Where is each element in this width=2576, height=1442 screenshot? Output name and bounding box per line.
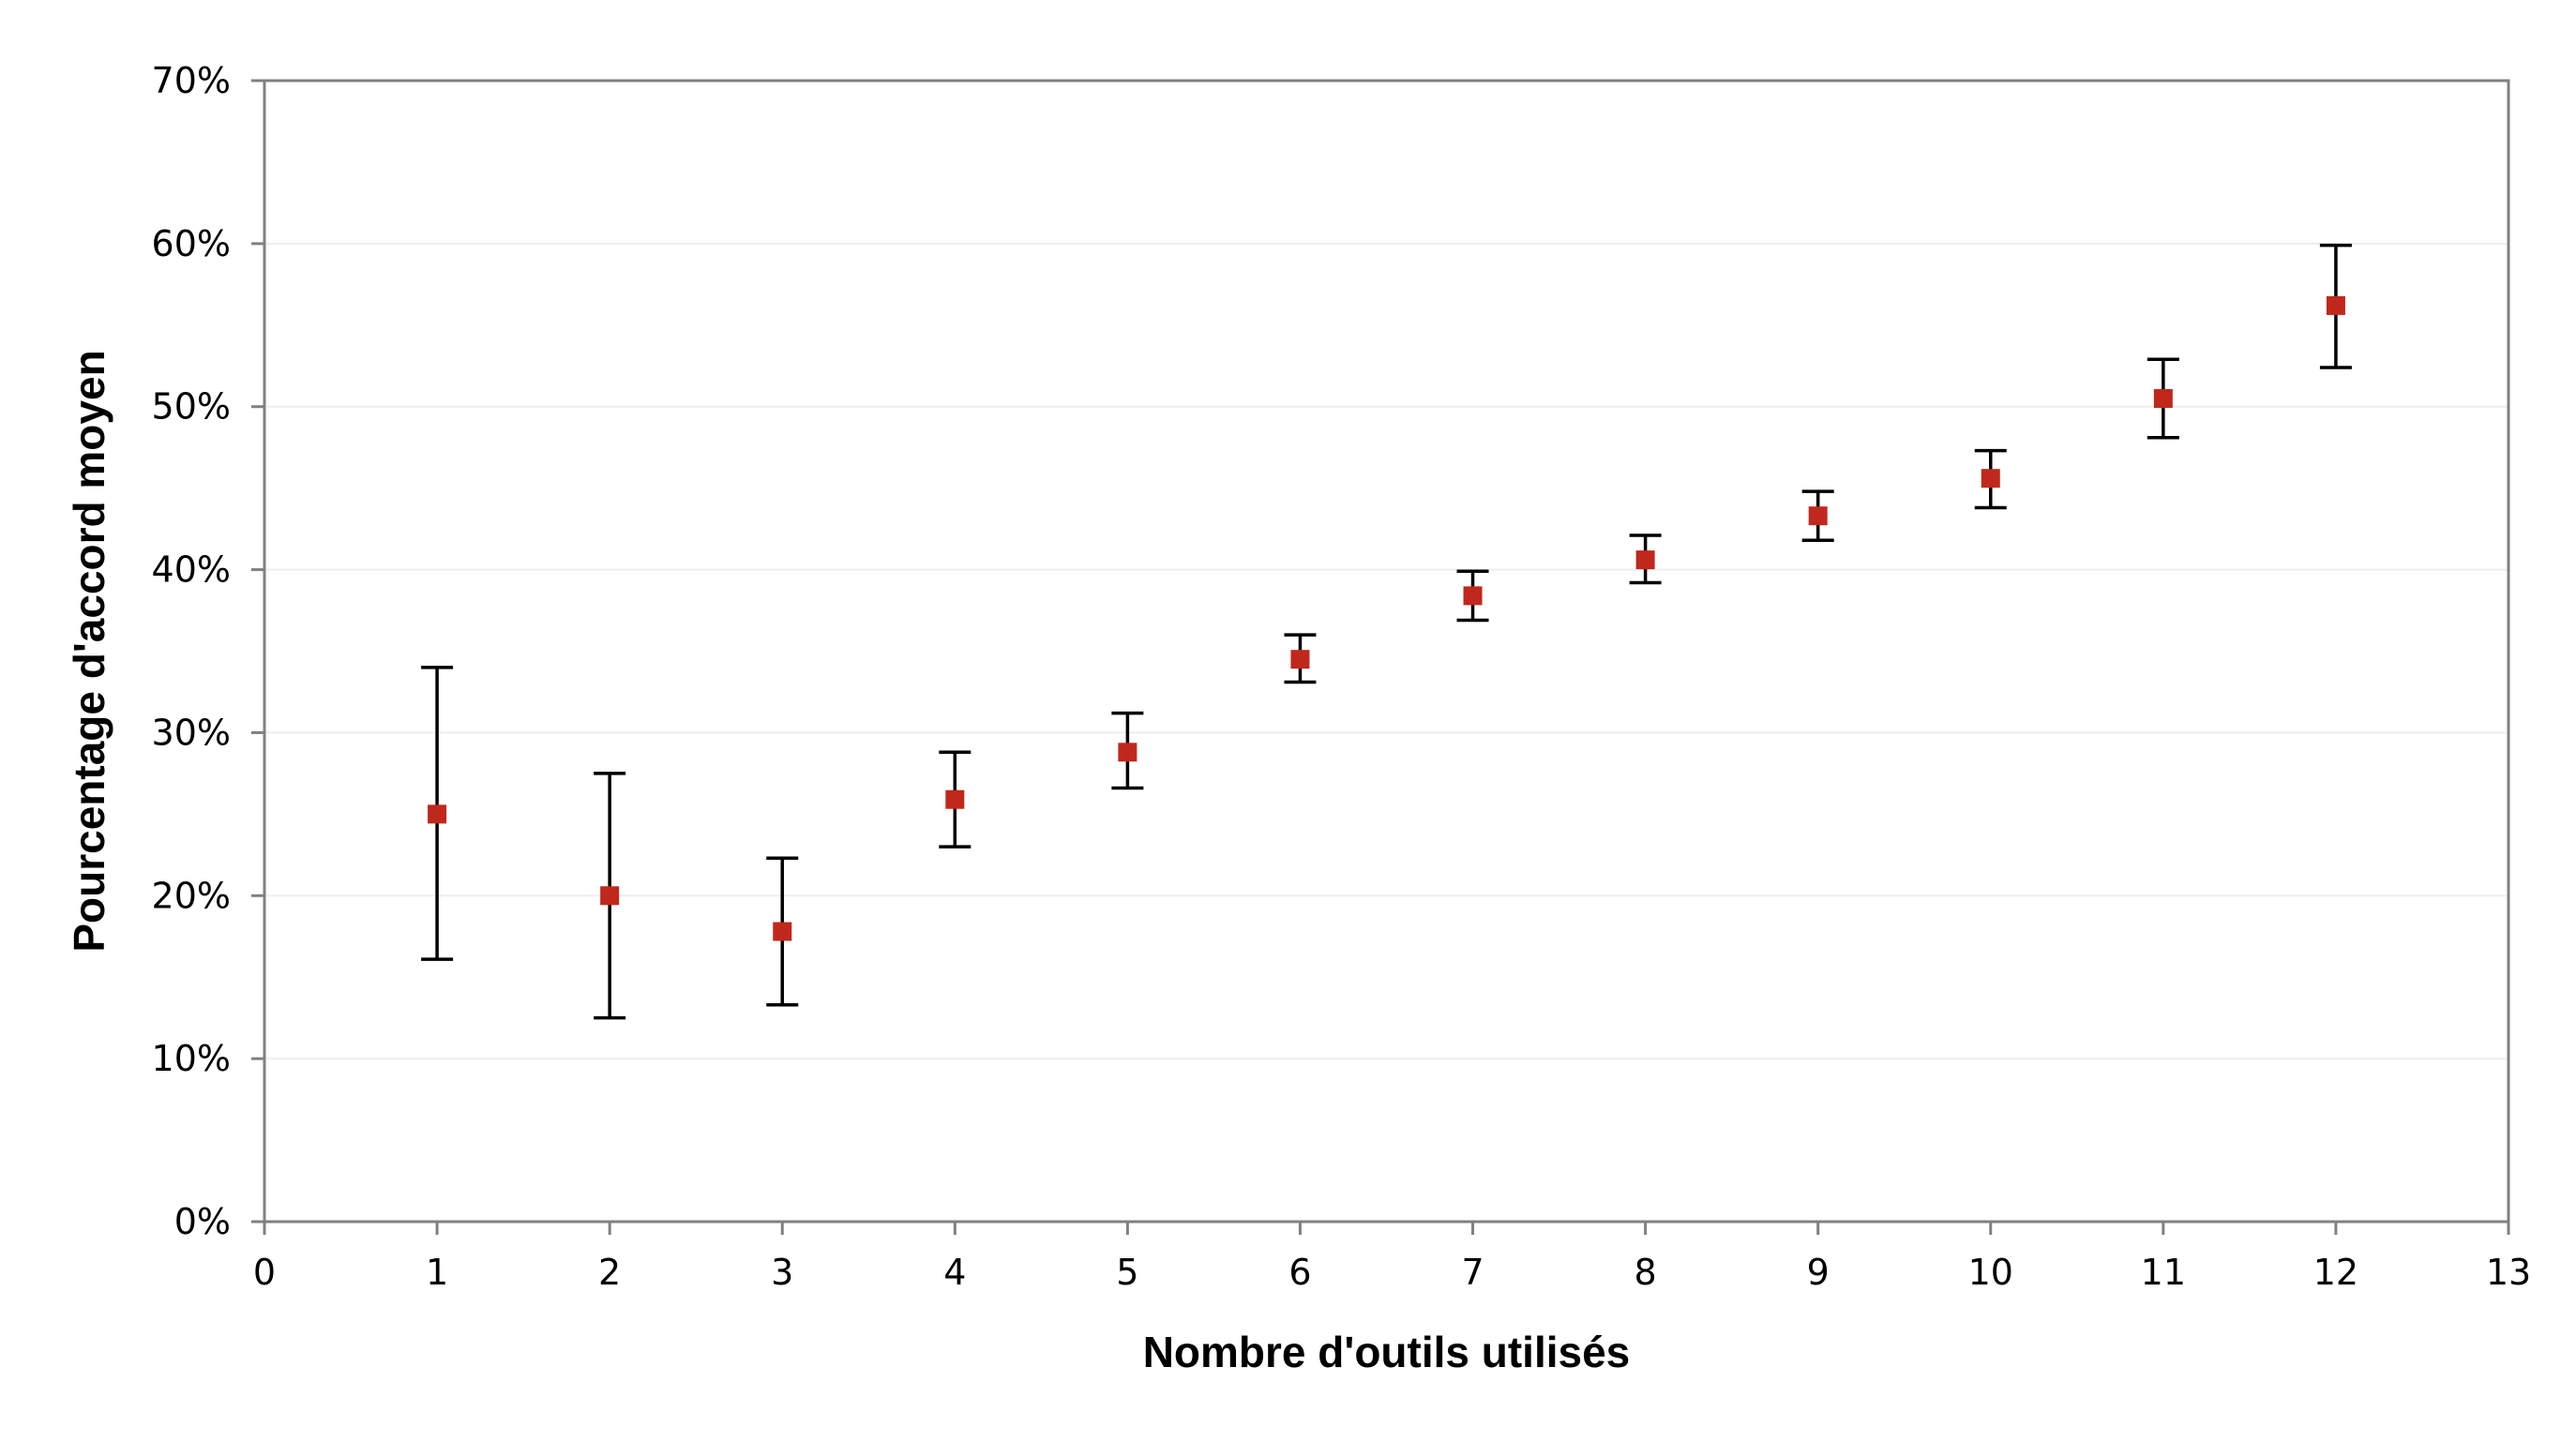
data-point-group	[1111, 711, 1144, 790]
x-tick-label: 13	[2486, 1252, 2531, 1293]
data-point	[1635, 550, 1655, 570]
x-tick-label: 2	[598, 1252, 621, 1293]
gridlines	[264, 242, 2508, 1060]
data-point-group	[2319, 243, 2352, 369]
x-tick-label: 4	[943, 1252, 966, 1293]
x-tick-label: 3	[771, 1252, 793, 1293]
x-tick-label: 12	[2313, 1252, 2358, 1293]
y-tick-label: 30%	[152, 712, 231, 753]
plot-area-frame	[263, 79, 2510, 1224]
y-tick-label: 40%	[152, 549, 231, 591]
data-series	[421, 243, 2352, 1020]
data-point	[1981, 469, 2000, 488]
x-tick-label: 11	[2141, 1252, 2186, 1293]
data-point	[428, 804, 447, 824]
x-tick-label: 10	[1968, 1252, 2013, 1293]
data-point-group	[2147, 357, 2179, 440]
data-point	[945, 789, 965, 809]
data-point-group	[1456, 569, 1489, 623]
y-tick-label: 20%	[152, 875, 231, 916]
data-point-group	[1629, 533, 1662, 585]
x-tick-label: 9	[1807, 1252, 1830, 1293]
data-point-group	[594, 772, 626, 1020]
y-tick-label: 50%	[152, 386, 231, 428]
data-point-group	[766, 856, 799, 1007]
x-tick-label: 6	[1288, 1252, 1311, 1293]
data-point-group	[939, 750, 972, 849]
x-tick-label: 8	[1634, 1252, 1657, 1293]
y-tick-label: 0%	[174, 1201, 231, 1242]
data-point	[1463, 586, 1483, 606]
x-tick-label: 7	[1461, 1252, 1484, 1293]
data-point	[773, 922, 792, 941]
data-point	[2153, 389, 2173, 409]
data-point	[2326, 295, 2345, 315]
data-point	[1290, 650, 1310, 669]
data-point	[1118, 743, 1137, 762]
x-axis: 0 1 2 3 4 5 6 7 8 9 10 11 12 13	[253, 1222, 2531, 1293]
data-point	[600, 886, 620, 906]
data-point-group	[421, 666, 454, 961]
x-axis-title: Nombre d'outils utilisés	[1143, 1328, 1631, 1376]
x-tick-label: 0	[253, 1252, 276, 1293]
data-point-group	[1801, 489, 1834, 543]
y-tick-label: 10%	[152, 1038, 231, 1079]
y-tick-label: 60%	[152, 223, 231, 264]
data-point	[1808, 506, 1828, 526]
data-point-group	[1974, 448, 2007, 510]
y-tick-label: 70%	[152, 60, 231, 101]
x-tick-label: 1	[426, 1252, 448, 1293]
y-axis-title: Pourcentage d'accord moyen	[65, 350, 113, 952]
data-point-group	[1284, 633, 1317, 684]
y-axis: 0% 10% 20% 30% 40% 50% 60% 70%	[152, 60, 264, 1242]
x-tick-label: 5	[1116, 1252, 1138, 1293]
